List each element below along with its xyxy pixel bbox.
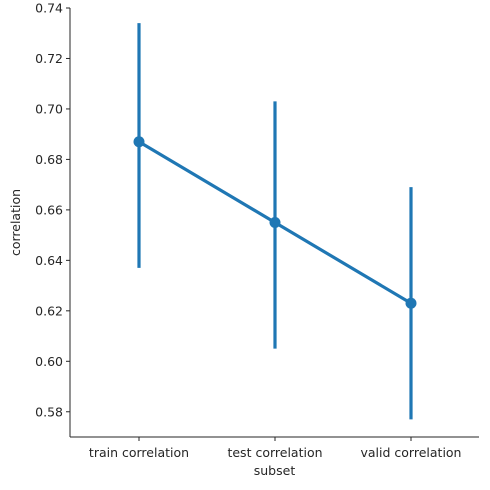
x-tick-label: test correlation [227, 445, 322, 460]
data-points [133, 136, 417, 309]
data-point [269, 217, 281, 228]
y-tick-label: 0.62 [35, 303, 63, 318]
y-tick-label: 0.64 [35, 253, 63, 268]
data-point [133, 136, 145, 148]
x-axis-ticks: train correlation test correlation valid c… [89, 437, 462, 460]
y-tick-label: 0.68 [35, 152, 63, 167]
y-tick-label: 0.58 [35, 404, 63, 419]
y-tick-label: 0.70 [35, 101, 63, 116]
x-axis-label: subset [254, 463, 296, 478]
x-tick-label: valid correlation [361, 445, 462, 460]
y-tick-label: 0.74 [35, 1, 63, 16]
y-axis-ticks: 0.58 0.60 0.62 0.64 0.66 0.68 0.70 0.72 0.74 [35, 1, 70, 419]
data-point [405, 297, 417, 309]
y-tick-label: 0.66 [35, 202, 63, 217]
x-tick-label: train correlation [89, 445, 189, 460]
y-tick-label: 0.72 [35, 51, 63, 66]
y-tick-label: 0.60 [35, 354, 63, 369]
y-axis-label: correlation [8, 189, 23, 256]
